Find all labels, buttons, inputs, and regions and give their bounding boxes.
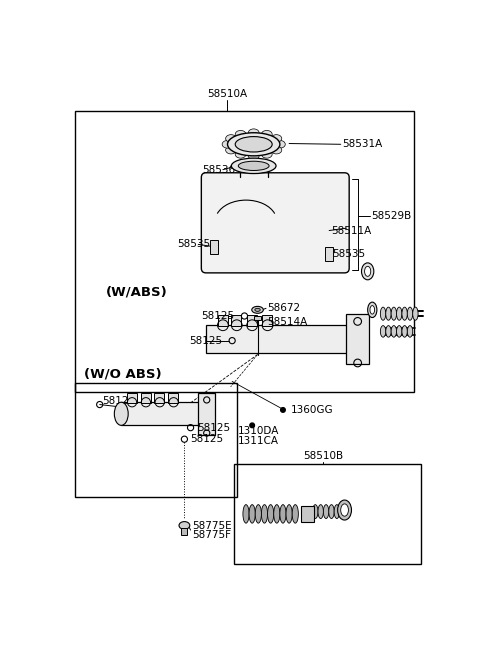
Circle shape [250,423,254,428]
Ellipse shape [370,306,374,314]
Ellipse shape [226,147,237,154]
Ellipse shape [114,402,128,425]
Ellipse shape [235,137,272,152]
Ellipse shape [235,131,246,138]
Ellipse shape [312,505,318,518]
Bar [231,315,241,326]
Ellipse shape [324,505,329,518]
Bar [254,316,261,320]
Ellipse shape [235,150,246,158]
Ellipse shape [380,307,386,320]
Ellipse shape [408,307,413,320]
Ellipse shape [262,505,267,523]
Text: 58535: 58535 [177,239,210,250]
Text: 1360GG: 1360GG [291,405,333,415]
Ellipse shape [334,505,339,518]
Ellipse shape [231,158,276,173]
Text: 58125: 58125 [189,336,222,346]
Ellipse shape [271,147,282,154]
Bar [346,315,369,364]
Ellipse shape [249,505,255,523]
Ellipse shape [238,161,269,170]
Bar [75,383,237,497]
Bar [210,240,217,254]
Bar [127,393,137,403]
Text: 58510B: 58510B [303,451,343,461]
Text: 1311CA: 1311CA [238,436,279,445]
Bar [168,393,178,403]
Ellipse shape [365,266,371,277]
Ellipse shape [413,307,418,320]
Ellipse shape [222,141,233,148]
Text: 58536: 58536 [202,165,235,175]
Text: 58535: 58535 [332,250,365,260]
Ellipse shape [386,326,391,337]
Text: 58511A: 58511A [331,225,371,235]
Ellipse shape [262,131,272,138]
Ellipse shape [391,326,396,337]
Text: 58125: 58125 [102,396,135,406]
Text: 58125: 58125 [191,434,224,444]
Ellipse shape [179,522,190,530]
Ellipse shape [408,326,413,337]
Bar [217,315,228,326]
Ellipse shape [255,308,260,311]
Bar [247,315,257,326]
Ellipse shape [386,307,391,320]
Ellipse shape [396,307,402,320]
Circle shape [281,407,285,412]
Text: 58125: 58125 [201,311,234,321]
Ellipse shape [248,129,259,137]
Ellipse shape [391,307,396,320]
Text: 58672: 58672 [267,304,300,313]
Bar [155,393,164,403]
Ellipse shape [341,504,348,516]
Ellipse shape [292,505,299,523]
Bar [198,393,215,434]
Text: 58514A: 58514A [267,317,308,327]
Text: 58775E: 58775E [192,521,232,532]
Ellipse shape [248,152,259,160]
Ellipse shape [271,135,282,143]
Ellipse shape [243,505,249,523]
Text: 58125: 58125 [197,422,230,433]
Bar [301,506,314,522]
Text: 58531A: 58531A [342,139,383,149]
Ellipse shape [275,141,285,148]
Ellipse shape [255,505,262,523]
Ellipse shape [396,326,402,337]
Bar [75,111,414,392]
Ellipse shape [280,505,286,523]
Ellipse shape [402,326,408,337]
Bar [121,402,212,425]
Ellipse shape [402,307,408,320]
Ellipse shape [361,263,374,280]
Bar [181,528,188,535]
Bar [262,315,272,326]
FancyBboxPatch shape [201,173,349,273]
Text: 58510A: 58510A [207,89,247,99]
Ellipse shape [267,505,274,523]
Text: (W/O ABS): (W/O ABS) [84,367,162,380]
Ellipse shape [337,500,351,520]
Ellipse shape [380,326,386,337]
Text: 1310DA: 1310DA [238,426,280,436]
Bar [141,393,151,403]
Text: 58529B: 58529B [372,211,412,221]
Ellipse shape [286,505,292,523]
Bar [206,325,360,353]
Ellipse shape [318,505,324,518]
Text: (W/ABS): (W/ABS) [106,286,168,299]
Ellipse shape [226,135,237,143]
Ellipse shape [274,505,280,523]
Bar [325,248,333,261]
Ellipse shape [228,133,280,156]
Bar [234,464,421,564]
Ellipse shape [252,306,264,313]
Ellipse shape [368,302,377,317]
Ellipse shape [329,505,334,518]
Ellipse shape [262,150,272,158]
Text: 58775F: 58775F [192,530,231,541]
